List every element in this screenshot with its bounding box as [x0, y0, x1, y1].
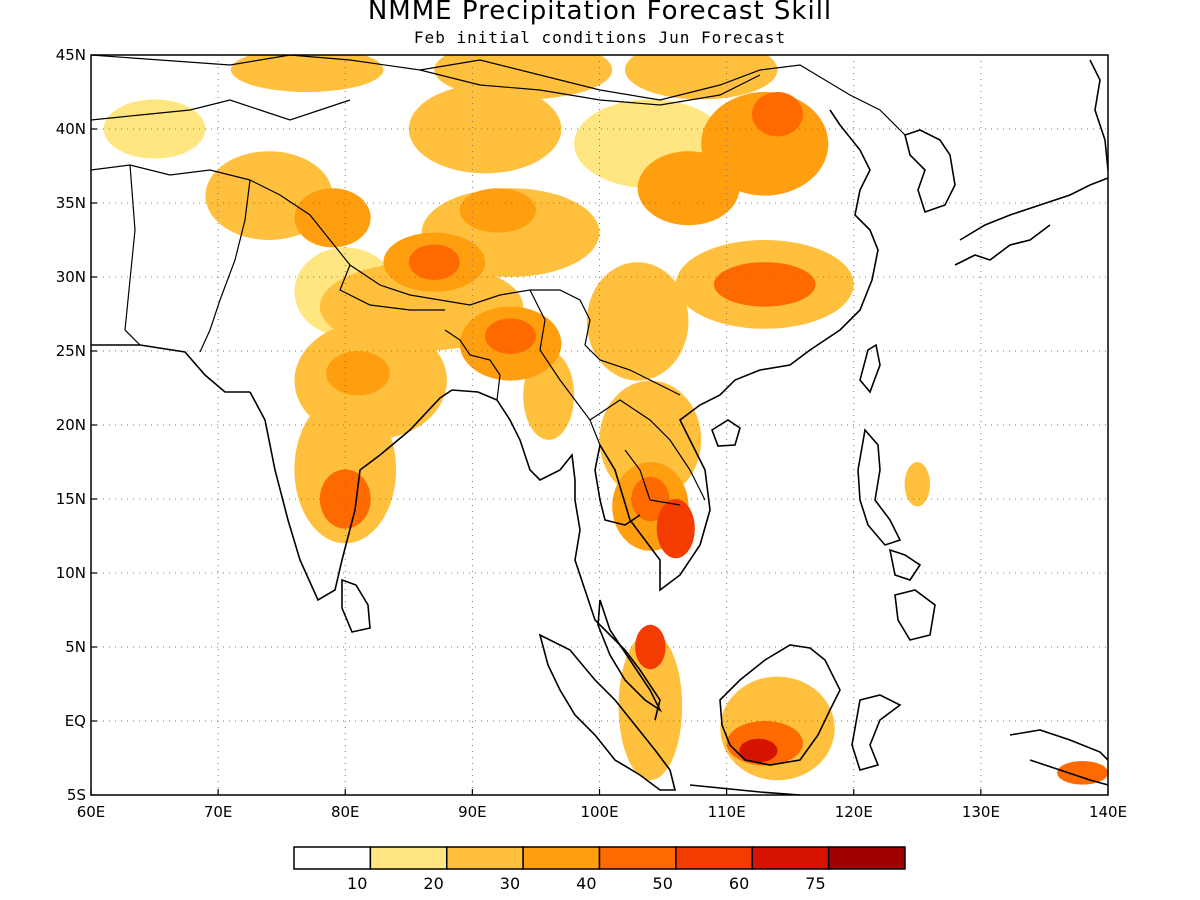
border-thailand-cambodia — [624, 449, 681, 506]
skill-region — [624, 55, 778, 100]
colorbar-label: 60 — [729, 874, 749, 893]
coastline-japan — [959, 177, 1108, 241]
colorbar: 10 20 30 40 50 60 75 — [293, 846, 906, 893]
x-tick-label: 60E — [77, 803, 106, 821]
skill-region — [459, 188, 536, 233]
colorbar-label: 20 — [423, 874, 443, 893]
map-subtitle: Feb initial conditions Jun Forecast — [413, 28, 787, 47]
skill-region — [326, 351, 390, 396]
skill-region — [656, 498, 695, 559]
y-tick-label: 35N — [56, 194, 86, 212]
colorbar-swatch — [751, 846, 830, 870]
colorbar-label: 50 — [653, 874, 673, 893]
colorbar-swatch — [598, 846, 677, 870]
colorbar-swatch — [369, 846, 448, 870]
border-himalaya — [249, 179, 681, 396]
border-mongolia — [419, 69, 761, 106]
coastline-sulawesi — [851, 694, 902, 771]
y-tick-label: 20N — [56, 416, 86, 434]
coastline-new-guinea — [1009, 729, 1108, 761]
y-tick-label: 10N — [56, 564, 86, 582]
skill-shading-layer — [103, 55, 1108, 785]
skill-region — [904, 462, 931, 507]
map-title: NMME Precipitation Forecast Skill — [367, 0, 833, 26]
x-tick-label: 70E — [204, 803, 233, 821]
y-tick-label: 45N — [56, 46, 86, 64]
coastline-arabian — [91, 344, 250, 393]
x-axis-ticks: 60E 70E 80E 90E 100E 110E 120E 130E 140E — [77, 789, 1127, 821]
skill-region — [752, 92, 803, 137]
x-tick-label: 130E — [962, 803, 1000, 821]
colorbar-swatch — [293, 846, 372, 870]
colorbar-label: 75 — [805, 874, 825, 893]
skill-region — [408, 84, 562, 174]
skill-region — [739, 738, 778, 763]
colorbar-label: 10 — [347, 874, 367, 893]
y-tick-label: 30N — [56, 268, 86, 286]
skill-region — [434, 55, 613, 100]
x-tick-label: 110E — [708, 803, 746, 821]
border-iran — [124, 164, 141, 346]
border-central-asia — [91, 99, 351, 121]
coastline-japan-south — [954, 224, 1051, 266]
skill-region — [586, 262, 689, 381]
coastline-new-guinea-south — [1029, 759, 1108, 786]
coastline-sumatra — [538, 633, 677, 791]
colorbar-swatch — [827, 846, 906, 870]
colorbar-label: 30 — [500, 874, 520, 893]
coastline-java — [689, 784, 801, 795]
border-afghanistan — [91, 164, 251, 181]
y-tick-label: 5S — [67, 786, 86, 804]
x-tick-label: 100E — [580, 803, 618, 821]
coastline-india — [249, 389, 453, 602]
x-tick-label: 90E — [458, 803, 487, 821]
y-tick-label: 25N — [56, 342, 86, 360]
x-tick-label: 140E — [1089, 803, 1127, 821]
x-tick-label: 80E — [331, 803, 360, 821]
coastline-sri-lanka — [341, 578, 371, 633]
skill-region — [1057, 760, 1108, 785]
skill-region — [103, 99, 206, 159]
border-bangladesh — [444, 329, 501, 401]
coastline-gulf-thailand — [594, 444, 641, 526]
x-tick-label: 120E — [835, 803, 873, 821]
border-india-pakistan — [199, 179, 251, 353]
colorbar-swatch — [675, 846, 753, 870]
coastline-indochina — [599, 109, 879, 592]
coastline-korea — [904, 129, 956, 214]
colorbar-swatch — [446, 846, 524, 870]
skill-region — [631, 476, 670, 522]
skill-region — [635, 624, 666, 670]
country-borders — [91, 55, 906, 506]
colorbar-swatch — [522, 846, 601, 870]
coastline-philippines-luzon — [857, 428, 902, 546]
coastline-hokkaido — [1089, 59, 1108, 171]
skill-region — [230, 55, 384, 92]
coastline-taiwan — [859, 343, 881, 394]
coastline-philippines-visayas — [888, 548, 922, 581]
y-tick-label: 15N — [56, 490, 86, 508]
skill-region — [485, 318, 536, 354]
coastline-malay — [597, 599, 663, 713]
y-tick-label: 40N — [56, 120, 86, 138]
coastline-hainan — [711, 419, 741, 447]
coastline-philippines-mindanao — [894, 589, 936, 641]
border-china-north — [91, 55, 906, 136]
coastlines — [91, 59, 1108, 795]
skill-region — [713, 262, 816, 307]
border-nepal — [339, 264, 445, 311]
coastline-borneo — [719, 644, 841, 766]
y-axis-ticks: 45N 40N 35N 30N 25N 20N 15N 10N 5N EQ 5S — [56, 46, 97, 804]
y-tick-label: 5N — [65, 638, 86, 656]
y-tick-label: EQ — [65, 712, 86, 730]
skill-region — [294, 188, 371, 248]
skill-region — [618, 632, 683, 781]
colorbar-label: 40 — [576, 874, 596, 893]
skill-region — [599, 380, 702, 499]
border-laos — [589, 399, 706, 501]
skill-region — [408, 244, 460, 280]
